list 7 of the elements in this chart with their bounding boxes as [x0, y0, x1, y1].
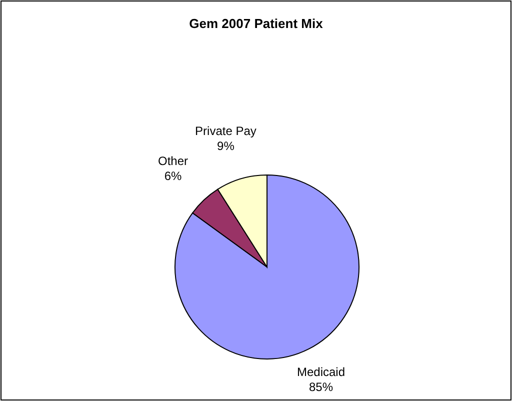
slice-label: Medicaid	[297, 364, 346, 379]
slice-label: Other	[158, 154, 188, 168]
chart-title: Gem 2007 Patient Mix	[189, 16, 324, 31]
slice-label: Private Pay	[195, 124, 256, 138]
data-label: 9%	[217, 139, 235, 154]
data-label: 85%	[309, 380, 334, 394]
data-label: 6%	[164, 169, 182, 184]
